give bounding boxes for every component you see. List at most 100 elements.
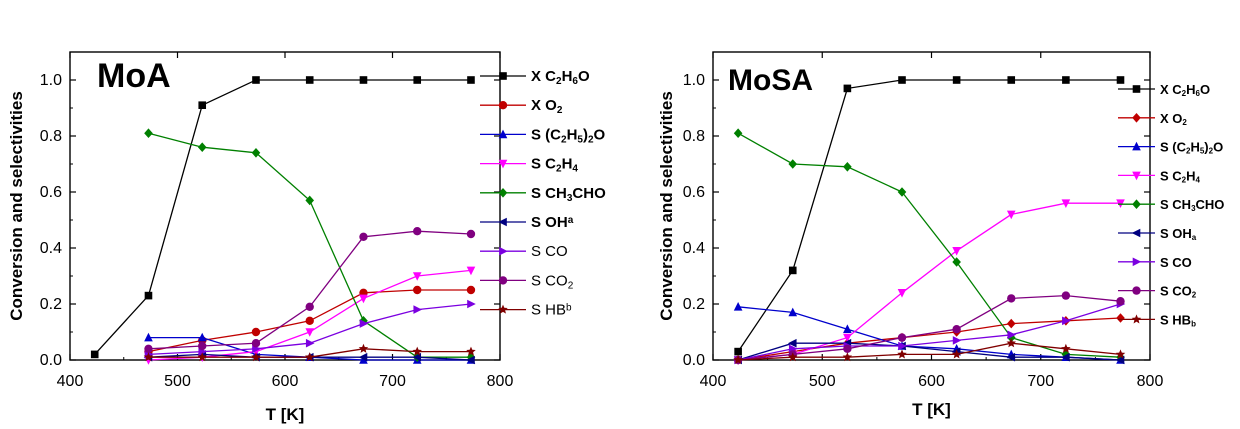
data-point — [467, 300, 476, 309]
figure-canvas: 400 500 600 700 8000.00.20.40.60.81.0T [K]Co… — [0, 0, 1240, 429]
legend-label-part: S CO — [531, 243, 568, 260]
legend-label-part: O — [1200, 82, 1210, 97]
x-tick-label: 700 — [1027, 373, 1054, 390]
legend-label-part: S CO — [531, 272, 568, 289]
chart-1: 400 500 600 700 8000.00.20.40.60.81.0T [K]Co… — [7, 52, 606, 424]
legend-label: S (C2H5)2O — [1160, 140, 1223, 156]
data-point — [413, 305, 422, 314]
y-tick-label: 0.8 — [40, 128, 62, 145]
data-point — [467, 76, 475, 84]
x-tick-label: 600 — [918, 373, 945, 390]
legend-label-part: S CO — [1160, 255, 1192, 270]
legend-label-part: 2 — [568, 280, 574, 291]
legend-marker — [1132, 113, 1141, 123]
data-point — [360, 76, 368, 84]
data-point — [413, 286, 421, 294]
legend-label-part: H — [1186, 82, 1195, 97]
series-5 — [144, 128, 475, 362]
legend-marker — [1132, 229, 1141, 238]
data-point — [252, 76, 260, 84]
y-tick-label: 0.0 — [40, 352, 62, 369]
data-point — [1116, 313, 1125, 323]
legend-label-part: S HB — [531, 302, 566, 319]
legend-label-part: X O — [531, 97, 557, 114]
data-point — [359, 233, 367, 241]
legend-label-part: CHO — [1196, 197, 1225, 212]
data-point — [252, 328, 260, 336]
legend-label-part: 4 — [572, 164, 578, 175]
chart-title: MoSA — [728, 64, 813, 97]
legend-label: S (C2H5)2O — [531, 126, 606, 145]
legend-marker — [1132, 314, 1142, 323]
legend-marker — [1133, 258, 1142, 267]
legend-marker — [1132, 286, 1140, 294]
y-tick-label: 0.2 — [683, 296, 705, 313]
legend-label: S HBb — [1160, 312, 1196, 328]
legend-label-part: b — [1191, 320, 1196, 329]
x-tick-label: 400 — [700, 373, 727, 390]
data-point — [1062, 76, 1070, 84]
series-4 — [734, 199, 1125, 364]
legend-label-part: H — [1190, 140, 1199, 155]
y-tick-label: 0.8 — [683, 128, 705, 145]
legend-label-part: H — [567, 126, 578, 143]
legend-label-part: H — [562, 68, 573, 85]
x-tick-label: 500 — [164, 373, 191, 390]
legend-label-part: b — [566, 302, 572, 313]
data-point — [252, 339, 260, 347]
data-point — [898, 289, 907, 298]
legend-label-part: O — [1213, 140, 1223, 155]
plot-frame — [70, 52, 500, 360]
data-point — [1116, 297, 1124, 305]
data-point — [898, 76, 906, 84]
legend-label: S CH3CHO — [1160, 197, 1224, 213]
legend-label-part: S CH — [531, 185, 567, 202]
legend-label-part: H — [562, 156, 573, 173]
data-point — [306, 303, 314, 311]
data-point — [198, 342, 206, 350]
y-axis-label: Conversion and selectivities — [657, 91, 676, 321]
legend-marker — [1132, 199, 1141, 209]
legend-label: S CH3CHO — [531, 185, 606, 204]
series-line — [738, 80, 1120, 352]
legend-label-part: S C — [531, 156, 556, 173]
legend-label: S CO2 — [1160, 284, 1197, 300]
legend-marker — [499, 247, 508, 256]
legend-label: X C2H6O — [1160, 82, 1210, 98]
y-tick-label: 0.4 — [683, 240, 705, 257]
legend-label: S CO — [531, 243, 568, 260]
data-point — [789, 267, 797, 275]
data-point — [306, 317, 314, 325]
legend-label-part: a — [568, 215, 574, 226]
legend-label-part: X C — [1160, 82, 1182, 97]
x-tick-label: 700 — [379, 373, 406, 390]
data-point — [1007, 76, 1015, 84]
legend-label: S C2H4 — [1160, 168, 1201, 184]
data-point — [1117, 76, 1125, 84]
legend-marker — [1133, 85, 1141, 93]
legend-label-part: S (C — [531, 126, 561, 143]
y-tick-label: 0.4 — [40, 240, 62, 257]
legend-label: S CO — [1160, 255, 1192, 270]
data-point — [359, 295, 368, 304]
data-point — [413, 227, 421, 235]
data-point — [1062, 291, 1070, 299]
x-tick-label: 500 — [809, 373, 836, 390]
data-point — [953, 336, 962, 345]
legend-marker — [499, 276, 507, 284]
data-point — [844, 85, 852, 93]
data-point — [306, 76, 314, 84]
legend-label-part: S OH — [531, 214, 568, 231]
legend-label-part: 4 — [1196, 176, 1201, 185]
legend-label-part: S C — [1160, 168, 1182, 183]
legend-label-part: 2 — [1192, 291, 1197, 300]
legend-label-part: S CO — [1160, 284, 1192, 299]
y-tick-label: 0.0 — [683, 352, 705, 369]
legend-marker — [499, 72, 507, 80]
data-point — [788, 159, 797, 169]
chart-2: 400 500 600 700 8000.00.20.40.60.81.0T [K]Co… — [657, 52, 1224, 419]
y-tick-label: 1.0 — [683, 72, 705, 89]
y-tick-label: 0.6 — [683, 184, 705, 201]
